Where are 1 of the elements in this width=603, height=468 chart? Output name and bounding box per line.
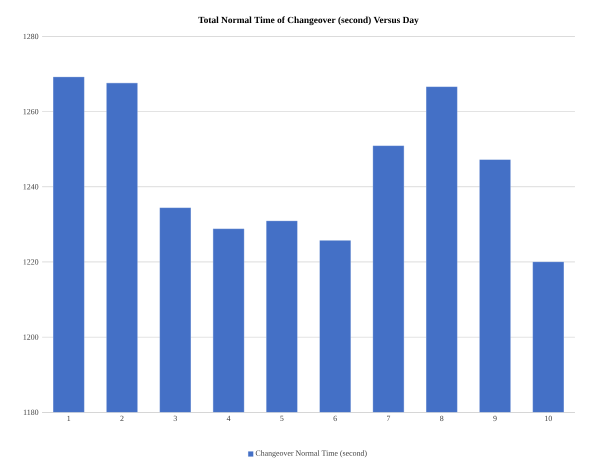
chart-title: Total Normal Time of Changeover (second) Versus Day xyxy=(198,16,419,25)
